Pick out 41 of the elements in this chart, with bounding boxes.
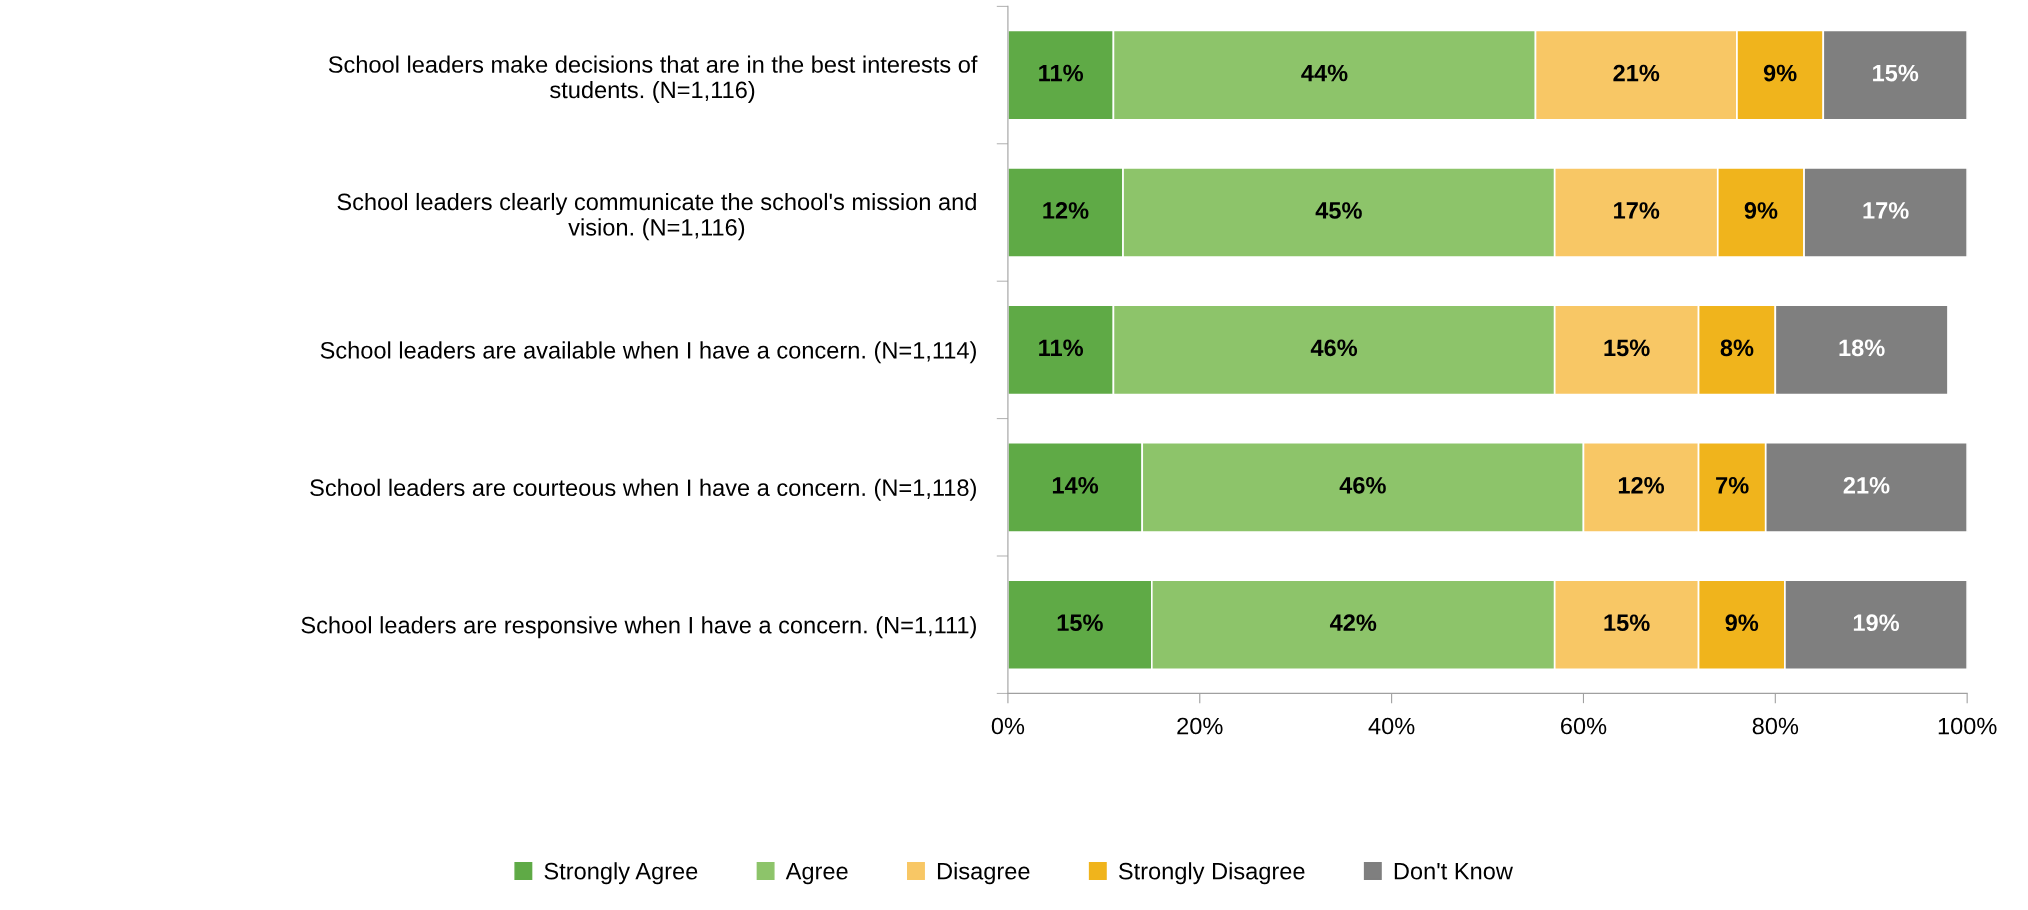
legend-label: Strongly Agree (544, 862, 698, 885)
y-tick-label: School leaders are courteous when I have a concern. (N=1,118) (310, 478, 976, 501)
data-label: 7% (1716, 476, 1749, 494)
data-label: 12% (1043, 202, 1089, 219)
data-label: 15% (1057, 614, 1103, 632)
data-label: 14% (1052, 476, 1099, 494)
data-label: 15% (1604, 614, 1650, 632)
x-tick-label: 20% (1177, 717, 1223, 735)
data-label: 11% (1039, 339, 1084, 357)
data-label: 17% (1614, 202, 1660, 219)
data-label: 21% (1613, 64, 1660, 82)
data-label: 8% (1720, 339, 1754, 357)
data-label: 19% (1853, 614, 1900, 632)
data-label: 11% (1039, 64, 1084, 82)
y-tick-label: School leaders clearly communicate the school's mission and vision. (N=1,116) (337, 192, 976, 241)
x-tick-label: 80% (1752, 717, 1799, 735)
y-tick-label: School leaders are responsive when I have a concern. (N=1,111) (301, 616, 976, 639)
y-tick-label: School leaders are available when I have a concern. (N=1,114) (320, 341, 976, 364)
data-label: 46% (1339, 476, 1386, 494)
x-tick-label: 100% (1938, 717, 1997, 735)
data-label: 46% (1310, 339, 1358, 357)
data-label: 45% (1315, 202, 1362, 219)
data-label: 21% (1843, 476, 1890, 494)
data-label: 17% (1863, 202, 1909, 219)
data-label: 12% (1618, 476, 1665, 494)
data-label: 15% (1604, 339, 1650, 357)
data-label: 44% (1301, 64, 1348, 82)
data-label: 15% (1873, 64, 1919, 82)
legend-label: Disagree (937, 862, 1030, 885)
y-tick-label: School leaders make decisions that are in the best interests of students. (N=1,116) (328, 55, 978, 103)
x-tick-label: 0% (991, 717, 1025, 735)
data-label: 18% (1839, 339, 1885, 357)
data-label: 9% (1725, 614, 1759, 632)
legend-label: Agree (785, 863, 848, 885)
legend-label: Strongly Disagree (1118, 862, 1305, 885)
data-label: 9% (1763, 64, 1797, 82)
data-label: 9% (1744, 202, 1778, 219)
x-tick-label: 60% (1561, 717, 1607, 735)
legend-label: Don't Know (1394, 863, 1513, 880)
data-label: 42% (1329, 614, 1377, 632)
x-tick-label: 40% (1368, 717, 1415, 735)
